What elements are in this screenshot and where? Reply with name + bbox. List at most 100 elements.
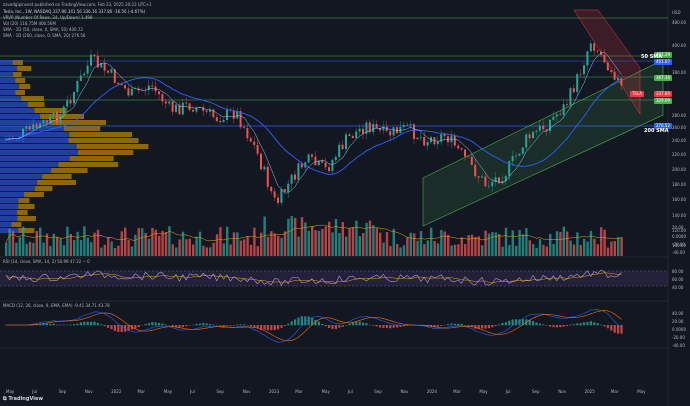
macd-hist-bar	[338, 325, 341, 328]
macd-hist-bar	[113, 325, 116, 331]
candle-body	[181, 102, 184, 115]
volume-bar	[161, 230, 164, 256]
volume-bar	[409, 232, 412, 256]
macd-hist-bar	[528, 319, 531, 326]
volume-bar	[212, 242, 215, 256]
volume-bar	[351, 227, 355, 256]
candle-body	[260, 153, 262, 170]
candle-body	[83, 73, 86, 76]
macd-histogram	[5, 316, 623, 334]
candle-body	[528, 134, 531, 139]
last-price-tag: 337.80	[654, 91, 672, 97]
volume-bar	[90, 242, 93, 256]
vp-bar-down	[17, 66, 32, 71]
volume-bar	[399, 247, 402, 256]
volume-bar	[596, 244, 599, 256]
candle-body	[596, 50, 599, 52]
candle-body	[474, 164, 477, 177]
volume-bar	[338, 233, 341, 256]
candle-body	[32, 124, 35, 130]
price-tick: 480.00	[672, 20, 686, 25]
volume-bar	[515, 245, 518, 256]
candle-body	[460, 148, 463, 150]
macd-hist-bar	[341, 325, 344, 327]
candle-body	[341, 144, 344, 150]
macd-hist-bar	[552, 325, 555, 327]
volume-bar	[508, 245, 511, 256]
volume-bar	[460, 237, 463, 256]
volume-bar	[96, 229, 100, 256]
price-tick: 120.00	[672, 228, 686, 233]
macd-hist-bar	[348, 323, 351, 326]
macd-hist-bar	[392, 325, 395, 328]
time-tick: Jul	[190, 389, 195, 394]
macd-hist-bar	[586, 321, 589, 326]
candle-body	[188, 103, 191, 110]
candle-body	[555, 114, 558, 117]
time-tick: May	[321, 389, 330, 394]
candle-body	[253, 141, 256, 145]
candle-body	[79, 75, 82, 81]
volume-bar	[25, 243, 28, 256]
tradingview-logo: ⧉ TradingView	[3, 396, 43, 402]
candle-body	[328, 167, 330, 171]
volume-bar	[334, 218, 338, 256]
volume-bar	[137, 228, 140, 256]
macd-hist-bar	[79, 322, 82, 326]
volume-bar	[263, 216, 266, 256]
vp-bar-up	[0, 138, 69, 143]
volume-bar	[219, 227, 222, 256]
price-tick: 140.00	[672, 213, 686, 218]
candle-body	[603, 54, 606, 63]
volume-bar	[175, 247, 178, 256]
candle-body	[215, 117, 218, 122]
candle-body	[52, 112, 55, 116]
candle-body	[59, 114, 62, 124]
volume-bar	[453, 244, 457, 256]
volume-bar	[464, 244, 467, 256]
price-tick: 200.00	[672, 167, 686, 172]
vp-bar-down	[21, 96, 44, 101]
macd-hist-bar	[433, 325, 436, 328]
candle-body	[297, 163, 300, 180]
volume-tick: 0.0000	[672, 234, 686, 239]
candle-body	[545, 129, 548, 132]
volume-bar	[331, 232, 334, 256]
candle-body	[243, 127, 245, 128]
macd-hist-bar	[535, 322, 538, 326]
time-tick: 2022	[111, 389, 122, 394]
candle-body	[147, 85, 150, 91]
volume-bar	[484, 230, 487, 256]
sma50-annotation: 50 SMA	[641, 54, 663, 60]
volume-bar	[426, 240, 429, 256]
volume-bar	[511, 230, 514, 256]
volume-bar	[297, 236, 300, 256]
time-tick: Mar	[137, 389, 146, 394]
macd-hist-bar	[297, 317, 300, 326]
time-tick: May	[637, 389, 646, 394]
volume-bar	[552, 243, 555, 256]
sma200-annotation: 200 SMA	[644, 128, 669, 134]
volume-bar	[491, 232, 494, 256]
volume-bar	[66, 226, 69, 256]
time-tick: Sep	[58, 389, 67, 394]
candle-body	[334, 156, 337, 160]
vp-bar-down	[50, 120, 107, 125]
vp-bar-down	[68, 138, 139, 143]
volume-bar	[311, 226, 314, 256]
macd-hist-bar	[49, 323, 52, 326]
macd-hist-bar	[202, 322, 205, 326]
macd-hist-bar	[372, 325, 375, 326]
volume-bar	[379, 232, 382, 256]
macd-hist-bar	[283, 325, 286, 326]
macd-hist-bar	[566, 325, 569, 327]
macd-hist-bar	[304, 316, 307, 326]
volume-bar	[86, 237, 89, 256]
macd-hist-bar	[382, 325, 385, 328]
price-tag: 491.29	[654, 52, 672, 58]
macd-hist-bar	[600, 324, 603, 326]
volume-bar	[300, 217, 304, 256]
symbol-tag: TSLA	[629, 91, 644, 97]
macd-hist-bar	[460, 323, 463, 326]
